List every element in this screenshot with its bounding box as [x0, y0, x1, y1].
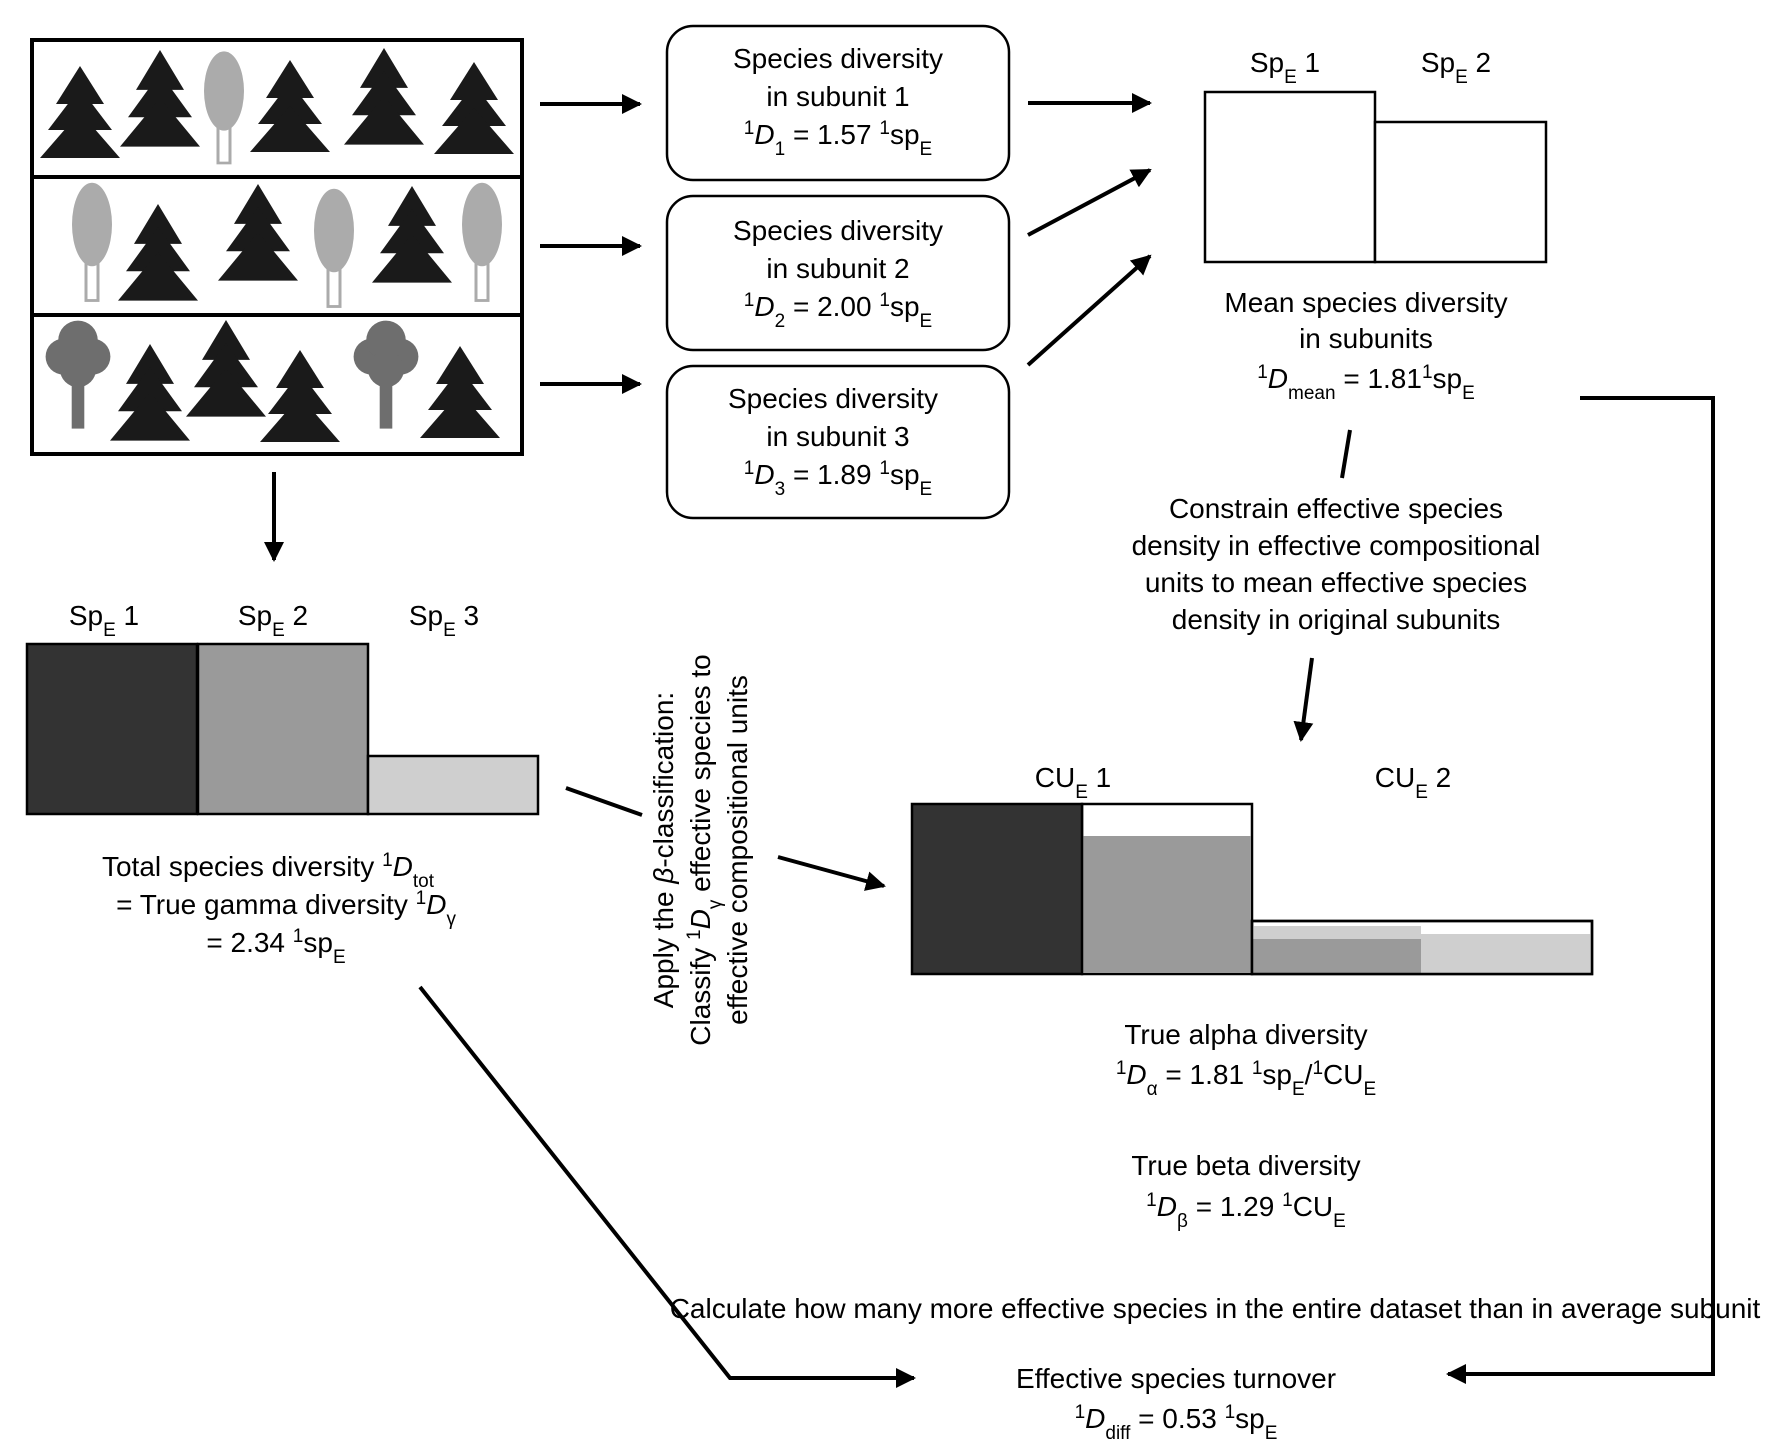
cu-2-species-3-fill: [1253, 926, 1421, 939]
classification-line3: effective compositional units: [722, 675, 753, 1025]
classification-line2: Classify 1Dγ effective species to: [684, 654, 726, 1046]
turnover-formula: 1Ddiff = 0.53 1spE: [1075, 1402, 1278, 1444]
species-label: SpE 3: [409, 600, 479, 641]
subunit-2-box: Species diversity in subunit 2 1D2 = 2.0…: [665, 194, 1011, 352]
mean-species-bar: [1373, 120, 1548, 264]
arrow: [418, 985, 916, 1388]
cu-2-species-3-fill: [1421, 934, 1591, 973]
cu-2-species-2-fill: [1253, 939, 1421, 973]
alpha-formula: 1Dα = 1.81 1spE/1CUE: [1116, 1058, 1376, 1100]
arrow: [1027, 168, 1152, 237]
subunit-formula: 1D1 = 1.57 1spE: [744, 118, 932, 160]
subunit-title: Species diversity: [728, 383, 938, 414]
beta-title: True beta diversity: [1131, 1150, 1360, 1181]
beta-formula: 1Dβ = 1.29 1CUE: [1146, 1190, 1346, 1232]
turnover-title: Effective species turnover: [1016, 1363, 1336, 1394]
constrain-line: Constrain effective species: [1169, 493, 1503, 524]
classification-text: Apply the β-classification: Classify 1Dγ…: [648, 654, 753, 1046]
arrow: [1446, 396, 1715, 1384]
calculate-text: Calculate how many more effective specie…: [670, 1293, 1761, 1324]
forest-plot: [30, 38, 524, 456]
subunit-formula: 1D2 = 2.00 1spE: [744, 290, 932, 332]
species-label: SpE 1: [69, 600, 139, 641]
subunit-3-box: Species diversity in subunit 3 1D3 = 1.8…: [665, 364, 1011, 520]
total-line2: = True gamma diversity 1Dγ: [116, 888, 456, 930]
alpha-diversity: True alpha diversity 1Dα = 1.81 1spE/1CU…: [1116, 1019, 1376, 1100]
constrain-line: density in effective compositional: [1132, 530, 1541, 561]
cu-1-species-1-bar: [910, 802, 1084, 976]
subunit-formula: 1D3 = 1.89 1spE: [744, 458, 932, 500]
species-3-bar: [366, 754, 540, 816]
mean-panel: SpE 1 SpE 2 Mean species diversity in su…: [1203, 47, 1548, 404]
rounded-box: [665, 364, 1011, 520]
arrow: [1293, 657, 1314, 742]
connector-line: [565, 786, 643, 817]
species-2-bar: [196, 642, 370, 816]
subunit-subtitle: in subunit 1: [766, 81, 909, 112]
subunit-subtitle: in subunit 2: [766, 253, 909, 284]
arrow: [777, 855, 886, 891]
species-label: SpE 2: [1421, 47, 1491, 88]
rounded-box: [665, 194, 1011, 352]
beta-diversity: True beta diversity 1Dβ = 1.29 1CUE: [1131, 1150, 1360, 1232]
classification-line1: Apply the β-classification:: [648, 692, 679, 1008]
species-label: SpE 2: [238, 600, 308, 641]
constrain-line: density in original subunits: [1172, 604, 1500, 635]
rounded-box: [665, 24, 1011, 182]
constrain-line: units to mean effective species: [1145, 567, 1527, 598]
cu-label: CUE 2: [1375, 762, 1452, 803]
total-panel: SpE 1 SpE 2 SpE 3 Total species diversit…: [25, 600, 540, 968]
mean-species-bar: [1203, 90, 1377, 264]
cu-1-species-2-fill: [1083, 836, 1251, 973]
species-label: SpE 1: [1250, 47, 1320, 88]
alpha-title: True alpha diversity: [1124, 1019, 1367, 1050]
mean-formula: 1Dmean = 1.811spE: [1257, 362, 1475, 404]
total-line1: Total species diversity 1Dtot: [102, 850, 435, 892]
species-1-bar: [25, 642, 199, 816]
subunit-title: Species diversity: [733, 43, 943, 74]
cu-2-bar-outline: [1250, 919, 1594, 976]
subunit-1-box: Species diversity in subunit 1 1D1 = 1.5…: [665, 24, 1011, 182]
subunit-title: Species diversity: [733, 215, 943, 246]
subunit-subtitle: in subunit 3: [766, 421, 909, 452]
constrain-text: Constrain effective species density in e…: [1132, 493, 1541, 635]
cu-label: CUE 1: [1035, 762, 1112, 803]
total-line3: = 2.34 1spE: [206, 926, 345, 968]
mean-label-line1: Mean species diversity: [1224, 287, 1507, 318]
cu-panel: CUE 1 CUE 2: [910, 762, 1594, 976]
connector-line: [1340, 429, 1352, 479]
arrow: [1026, 254, 1152, 367]
mean-label-line2: in subunits: [1299, 323, 1433, 354]
turnover: Effective species turnover 1Ddiff = 0.53…: [1016, 1363, 1336, 1444]
